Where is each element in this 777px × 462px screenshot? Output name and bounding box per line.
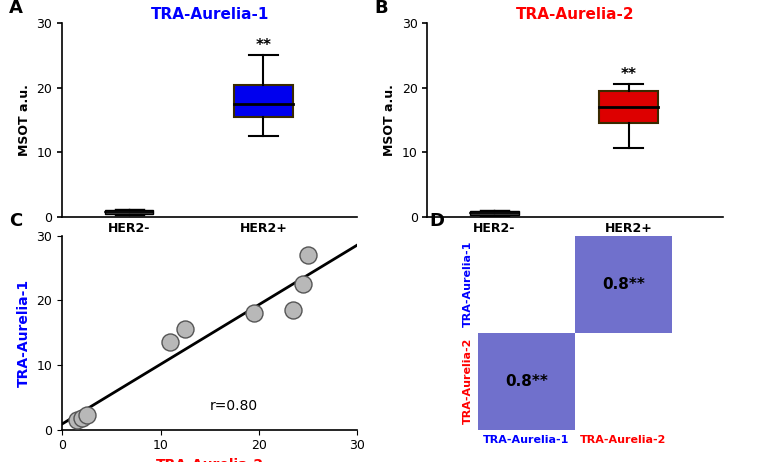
Bar [105, 210, 153, 214]
Text: D: D [430, 212, 444, 230]
Text: r=0.80: r=0.80 [210, 399, 258, 413]
Point [248, 310, 260, 317]
Text: **: ** [621, 67, 636, 82]
Text: B: B [375, 0, 388, 18]
X-axis label: Patient Samples: Patient Samples [146, 241, 274, 255]
Point [164, 339, 176, 346]
Bar [234, 85, 293, 117]
Point [297, 280, 309, 288]
Title: TRA-Aurelia-1: TRA-Aurelia-1 [151, 7, 269, 22]
Point [75, 414, 88, 422]
Point [287, 306, 300, 314]
Point [302, 251, 315, 259]
X-axis label: Patient Samples: Patient Samples [511, 241, 639, 255]
Text: **: ** [256, 38, 271, 54]
Y-axis label: MSOT a.u.: MSOT a.u. [18, 84, 31, 156]
Text: C: C [9, 212, 23, 230]
Title: TRA-Aurelia-2: TRA-Aurelia-2 [516, 7, 634, 22]
Bar [575, 236, 672, 333]
X-axis label: TRA-Aurelia-2: TRA-Aurelia-2 [155, 458, 264, 462]
Point [71, 416, 83, 424]
Bar [599, 91, 658, 123]
Point [179, 326, 191, 333]
Bar [478, 333, 575, 430]
Text: 0.8**: 0.8** [602, 277, 645, 292]
Text: 0.8**: 0.8** [505, 374, 548, 389]
Text: A: A [9, 0, 23, 18]
Y-axis label: MSOT a.u.: MSOT a.u. [383, 84, 396, 156]
Bar [470, 211, 518, 214]
Y-axis label: TRA-Aurelia-1: TRA-Aurelia-1 [17, 279, 31, 387]
Point [81, 412, 93, 419]
